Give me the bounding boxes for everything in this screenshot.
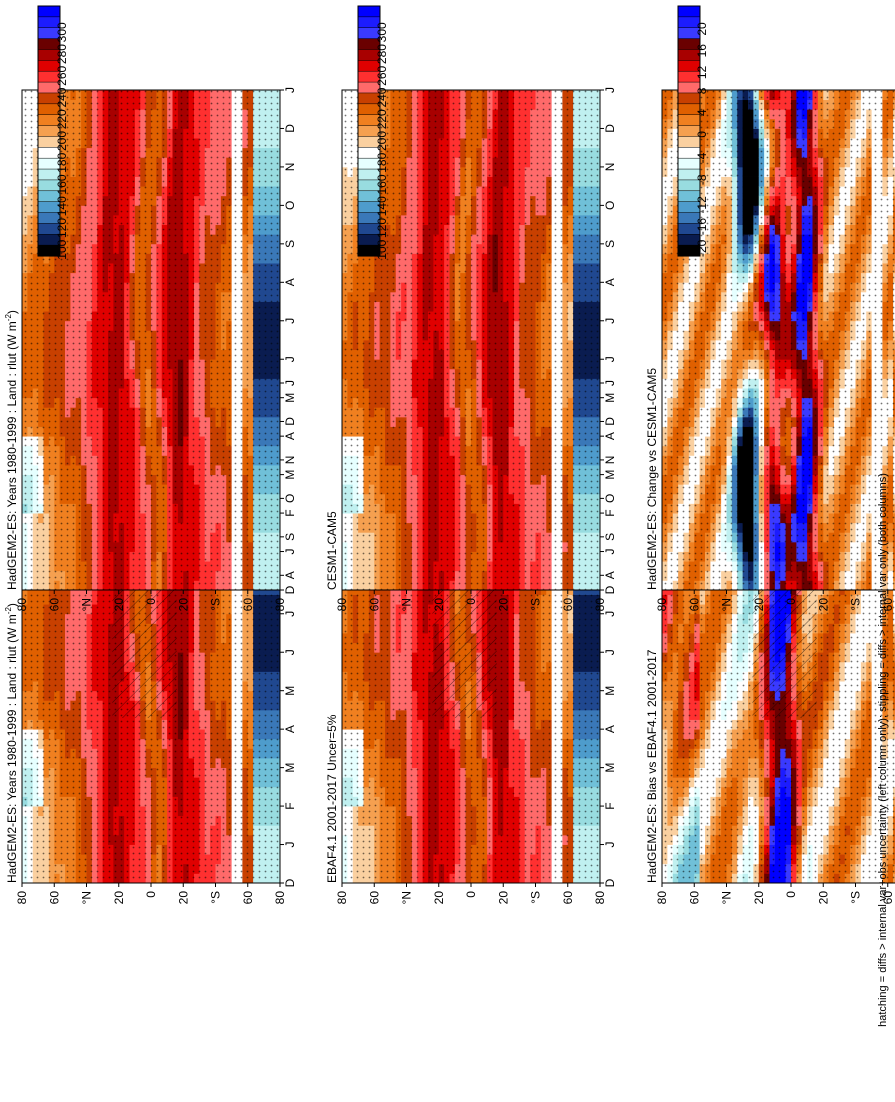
panel-title-end: ) [5, 603, 19, 607]
month-label: F [283, 802, 297, 809]
month-label: J [283, 611, 297, 617]
month-label: J [283, 380, 297, 386]
lat-label: 80 [273, 891, 287, 905]
lat-label: 60 [47, 891, 61, 905]
panel-title: HadGEM2-ES: Years 1980-1999 : Land : rlu… [4, 603, 19, 883]
month-label: A [283, 571, 297, 579]
lat-label: 20 [112, 891, 126, 905]
lat-label: °S [209, 891, 223, 904]
lat-label: 80 [15, 891, 29, 905]
month-label: D [283, 417, 297, 426]
month-label: J [283, 842, 297, 848]
month-label: J [283, 649, 297, 655]
lat-label: 0 [144, 891, 158, 898]
panel-title-superscript: -2 [4, 607, 13, 615]
month-label: N [283, 456, 297, 465]
lat-label: 20 [176, 891, 190, 905]
month-label: D [283, 878, 297, 887]
month-label: M [283, 686, 297, 696]
month-label: S [283, 533, 297, 541]
lat-label: 60 [241, 891, 255, 905]
month-label: A [283, 725, 297, 733]
month-label: O [283, 494, 297, 503]
month-label: M [283, 763, 297, 773]
lat-label: °N [80, 891, 94, 904]
